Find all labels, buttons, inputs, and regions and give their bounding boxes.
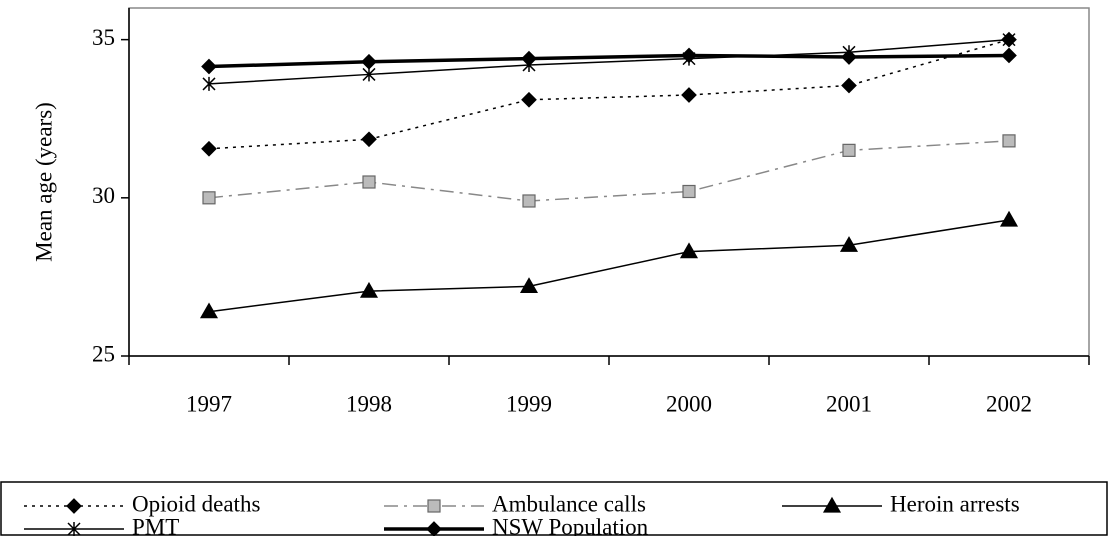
marker xyxy=(362,175,376,189)
legend-marker xyxy=(426,521,442,536)
x-tick-label: 2002 xyxy=(986,391,1032,416)
y-tick-label: 35 xyxy=(92,25,115,50)
marker xyxy=(1002,32,1016,47)
legend-marker xyxy=(822,496,842,513)
marker xyxy=(1002,134,1016,148)
y-tick-label: 25 xyxy=(92,341,115,366)
x-tick-label: 2001 xyxy=(826,391,872,416)
marker xyxy=(522,194,536,208)
marker xyxy=(361,131,377,148)
marker xyxy=(202,76,216,91)
y-axis-label: Mean age (years) xyxy=(31,102,56,262)
series-line xyxy=(208,140,1010,202)
marker xyxy=(362,67,376,82)
legend-marker xyxy=(427,499,441,513)
marker xyxy=(201,58,217,75)
legend-label: PMT xyxy=(132,514,179,536)
legend-label: Opioid deaths xyxy=(132,491,260,516)
marker xyxy=(839,236,859,252)
marker xyxy=(1001,47,1017,64)
legend-label: NSW Population xyxy=(492,514,649,536)
marker xyxy=(681,47,697,64)
marker xyxy=(842,143,856,157)
series-line xyxy=(208,38,1010,150)
legend-marker xyxy=(67,522,81,536)
marker xyxy=(521,50,537,67)
legend-marker xyxy=(66,498,82,514)
series-line xyxy=(208,38,1010,85)
series-line xyxy=(208,219,1010,313)
x-tick-label: 1999 xyxy=(506,391,552,416)
legend-label: Heroin arrests xyxy=(890,491,1020,516)
marker xyxy=(679,242,699,259)
marker xyxy=(681,87,697,103)
marker xyxy=(519,277,539,293)
marker xyxy=(359,281,379,298)
legend-box xyxy=(0,481,1108,536)
marker xyxy=(999,210,1019,227)
legend-label: Ambulance calls xyxy=(492,491,646,516)
y-tick-label: 30 xyxy=(92,183,115,208)
marker xyxy=(841,49,857,65)
series-line xyxy=(208,53,1010,69)
marker xyxy=(199,302,219,319)
marker xyxy=(682,184,696,199)
marker xyxy=(841,77,857,94)
x-tick-label: 1997 xyxy=(186,391,232,416)
marker xyxy=(361,53,377,70)
x-tick-label: 1998 xyxy=(346,391,392,416)
marker xyxy=(202,191,216,205)
x-tick-label: 2000 xyxy=(666,391,712,416)
marker xyxy=(521,91,537,108)
marker xyxy=(201,140,217,157)
